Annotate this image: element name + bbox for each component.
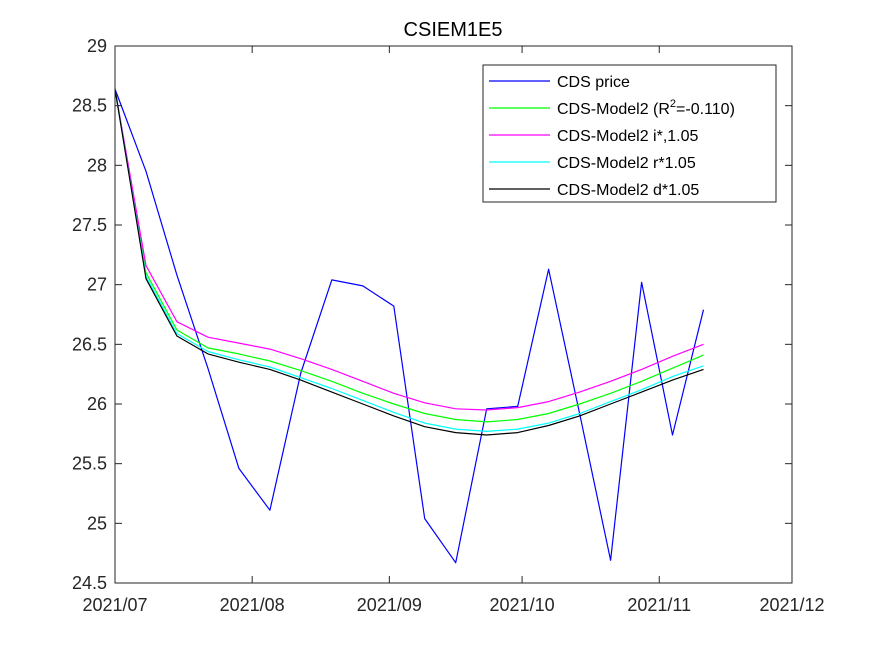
- y-tick-label: 29: [87, 36, 107, 56]
- legend-label: CDS-Model2 (R2=-0.110): [557, 98, 735, 118]
- legend-box: [482, 64, 777, 203]
- legend: CDS price CDS-Model2 (R2=-0.110) CDS-Model…: [482, 64, 777, 203]
- x-tick-label: 2021/08: [220, 595, 285, 615]
- y-tick-label: 27: [87, 275, 107, 295]
- plot-frame: [114, 45, 793, 584]
- x-tick-label: 2021/07: [82, 595, 147, 615]
- y-tick-label: 24.5: [72, 573, 107, 593]
- y-tick-label: 27.5: [72, 215, 107, 235]
- series-line-1: [114, 88, 705, 564]
- y-tick-label: 28: [87, 155, 107, 175]
- series-line-2: [114, 88, 704, 423]
- legend-label: CDS-Model2 d*1.05: [557, 182, 699, 199]
- y-tick-label: 25: [87, 513, 107, 533]
- legend-label: CDS price: [557, 74, 630, 91]
- legend-label: CDS-Model2 r*1.05: [557, 155, 696, 172]
- series-line-5: [114, 88, 704, 436]
- series-line-4: [114, 88, 704, 432]
- legend-label: CDS-Model2 i*,1.05: [557, 128, 699, 145]
- series-layer: [114, 88, 705, 564]
- axes-layer: 24.5 25 25.5 26 26.5 27 27.5 28 28.5 29 2021/07 202…: [72, 36, 825, 615]
- x-tick-label: 2021/11: [627, 595, 691, 615]
- y-tick-label: 26: [87, 394, 107, 414]
- y-tick-label: 26.5: [72, 334, 107, 354]
- y-tick-label: 25.5: [72, 454, 107, 474]
- y-tick-label: 28.5: [72, 96, 107, 116]
- x-tick-label: 2021/09: [357, 595, 422, 615]
- x-tick-label: 2021/12: [759, 595, 824, 615]
- chart-title: CSIEM1E5: [404, 19, 503, 41]
- x-tick-label: 2021/10: [490, 595, 555, 615]
- series-line-3: [114, 88, 704, 411]
